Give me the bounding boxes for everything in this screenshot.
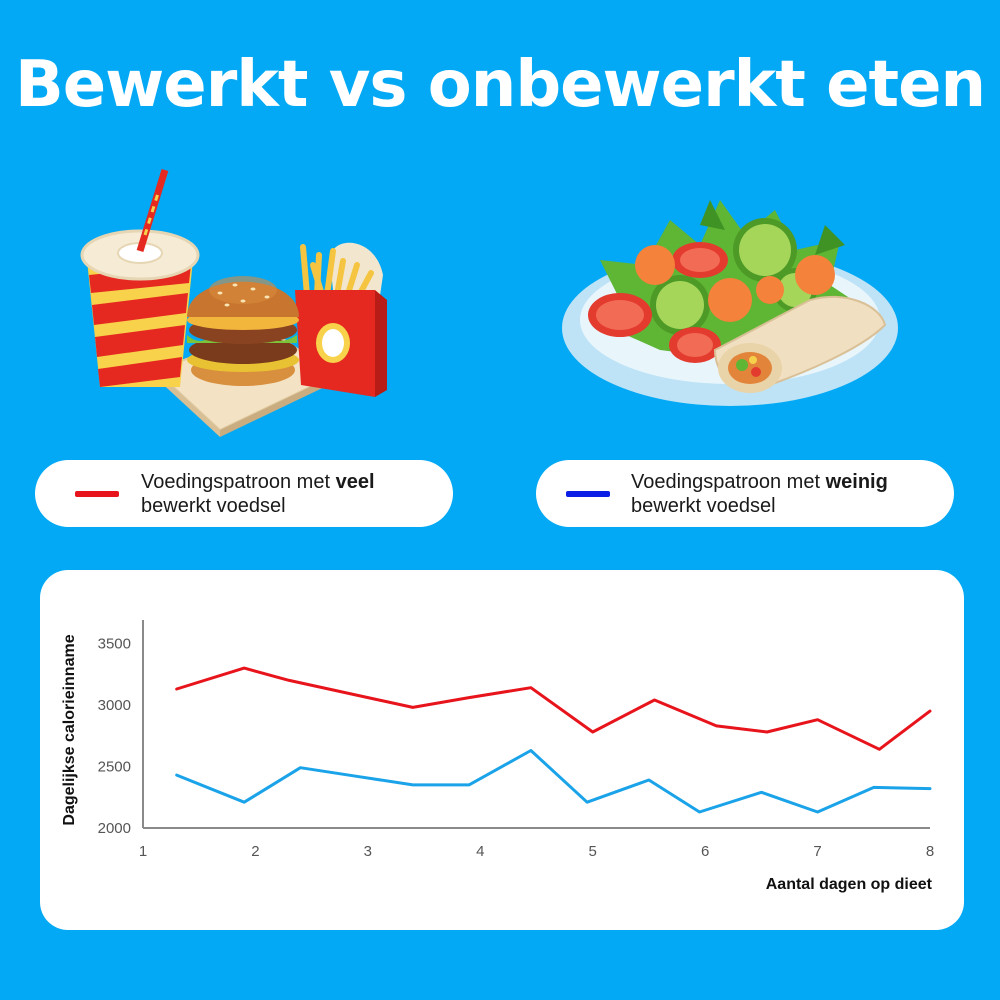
x-tick-label: 6 <box>701 843 709 860</box>
legend-label-low: Voedingspatroon met weinig bewerkt voeds… <box>631 470 931 518</box>
tomato-slice-icon <box>588 242 728 363</box>
x-tick-label: 8 <box>926 843 934 860</box>
y-axis-title: Dagelijkse calorieinname <box>61 634 78 825</box>
legend-label-high: Voedingspatroon met veel bewerkt voedsel <box>141 470 441 518</box>
legend-high-line2: bewerkt voedsel <box>141 495 286 517</box>
legend-item-low-processed: Voedingspatroon met weinig bewerkt voeds… <box>536 460 954 527</box>
y-tick-label: 3500 <box>98 635 131 652</box>
fries-icon <box>295 242 387 397</box>
burger-icon <box>187 276 299 386</box>
legend-swatch-red <box>75 491 119 497</box>
y-tick-label: 3000 <box>98 697 131 714</box>
cucumber-slice-icon <box>650 218 817 335</box>
legend-low-line2: bewerkt voedsel <box>631 495 776 517</box>
legend-low-prefix: Voedingspatroon met <box>631 471 826 493</box>
x-tick-label: 1 <box>139 843 147 860</box>
x-tick-label: 4 <box>476 843 484 860</box>
x-axis-title: Aantal dagen op dieet <box>766 876 933 893</box>
legend-high-prefix: Voedingspatroon met <box>141 471 336 493</box>
series-line-high <box>175 666 932 751</box>
y-tick-label: 2000 <box>98 820 131 837</box>
legend-low-emphasis: weinig <box>825 471 888 493</box>
legend-swatch-blue <box>566 491 610 497</box>
wrap-icon <box>713 295 887 393</box>
page-title: Bewerkt vs onbewerkt eten <box>14 48 986 122</box>
x-tick-label: 2 <box>251 843 259 860</box>
legend-item-high-processed: Voedingspatroon met veel bewerkt voedsel <box>35 460 453 527</box>
x-tick-label: 7 <box>813 843 821 860</box>
fast-food-illustration <box>80 168 387 437</box>
x-tick-label: 3 <box>364 843 372 860</box>
drink-cup-icon <box>80 168 200 387</box>
chart-card: 1 2 3 4 5 6 7 8 2000 2500 3000 3500 Dagelijkse calo… <box>40 570 964 930</box>
salad-plate-illustration <box>562 200 898 406</box>
y-tick-label: 2500 <box>98 758 131 775</box>
series-line-low <box>175 749 932 814</box>
line-chart: 1 2 3 4 5 6 7 8 2000 2500 3000 3500 Dagelijkse calo… <box>61 620 934 893</box>
legend-high-emphasis: veel <box>335 471 375 493</box>
x-tick-label: 5 <box>589 843 597 860</box>
